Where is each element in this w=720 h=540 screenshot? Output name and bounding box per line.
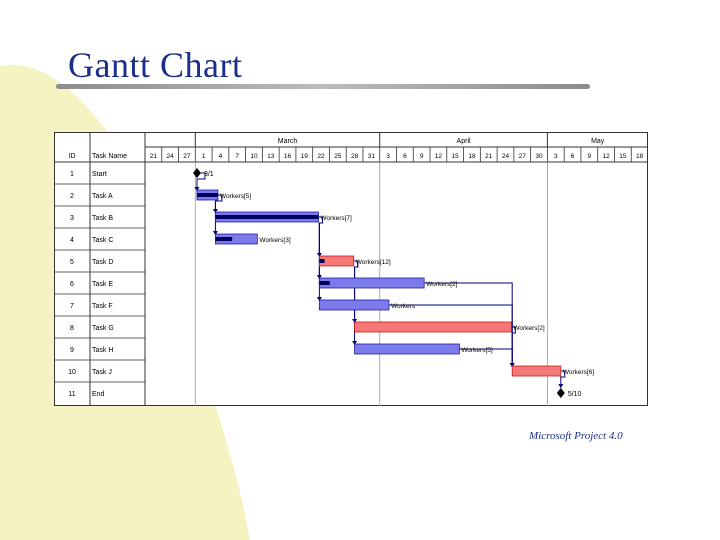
week-label: 16 — [284, 153, 292, 160]
task-bar — [318, 277, 425, 289]
month-label: March — [278, 138, 298, 145]
week-label: 7 — [235, 153, 239, 160]
resource-label: Workers[12] — [356, 259, 391, 266]
software-credit: Microsoft Project 4.0 — [529, 430, 623, 442]
dependency-arrow — [352, 341, 358, 345]
week-label: 12 — [602, 153, 610, 160]
milestone-label: 5/10 — [568, 391, 582, 398]
task-name: Task A — [92, 193, 113, 200]
chart-frame — [54, 132, 648, 406]
dependency-arrow — [558, 384, 564, 388]
dependency-link — [459, 348, 513, 367]
task-progress — [196, 193, 218, 197]
task-id: 11 — [68, 391, 75, 398]
week-label: 6 — [571, 153, 575, 160]
task-id: 9 — [70, 347, 74, 354]
task-bar — [511, 365, 562, 377]
week-label: 27 — [519, 153, 527, 160]
resource-label: Workers[5] — [461, 347, 492, 354]
task-name: Start — [92, 171, 107, 178]
resource-label: Workers[7] — [321, 215, 352, 222]
milestone-marker — [192, 168, 201, 178]
week-label: 31 — [368, 153, 376, 160]
month-label: April — [457, 138, 471, 145]
dependency-link — [353, 260, 359, 345]
week-label: 6 — [403, 153, 407, 160]
resource-label: Workers[2] — [426, 281, 457, 288]
task-name: Task D — [92, 259, 113, 266]
week-label: 24 — [502, 153, 510, 160]
task-id: 3 — [70, 215, 74, 222]
resource-label: Workers[2] — [513, 325, 544, 332]
task-progress — [215, 215, 319, 219]
week-label: 18 — [636, 153, 644, 160]
week-label: 27 — [183, 153, 191, 160]
dependency-link — [318, 216, 324, 301]
week-label: 12 — [435, 153, 443, 160]
week-label: 25 — [334, 153, 342, 160]
task-id: 4 — [70, 237, 74, 244]
milestone-marker — [556, 388, 565, 398]
task-name: Task G — [92, 325, 114, 332]
week-label: 24 — [167, 153, 175, 160]
task-id: 10 — [68, 369, 76, 376]
resource-label: Workers[5] — [220, 193, 251, 200]
id-column-header: ID — [69, 153, 76, 160]
week-label: 22 — [317, 153, 325, 160]
task-id: 8 — [70, 325, 74, 332]
week-label: 3 — [386, 153, 390, 160]
week-label: 10 — [250, 153, 258, 160]
task-name: Task E — [92, 281, 113, 288]
task-progress — [319, 281, 330, 285]
week-label: 9 — [588, 153, 592, 160]
task-progress — [319, 259, 325, 263]
task-name: Task B — [92, 215, 113, 222]
task-name: Task F — [92, 303, 113, 310]
task-name: Task J — [92, 369, 112, 376]
dependency-arrow — [194, 187, 200, 191]
task-name: Task C — [92, 237, 113, 244]
week-label: 9 — [420, 153, 424, 160]
resource-label: Workers[3] — [259, 237, 290, 244]
dependency-link — [196, 172, 206, 191]
task-bar — [354, 321, 512, 333]
week-label: 19 — [301, 153, 309, 160]
week-label: 15 — [619, 153, 627, 160]
resource-label: Workers — [391, 303, 416, 310]
task-id: 2 — [70, 193, 74, 200]
week-label: 1 — [202, 153, 206, 160]
week-label: 21 — [150, 153, 158, 160]
week-label: 30 — [535, 153, 543, 160]
resource-label: Workers[6] — [563, 369, 594, 376]
task-id: 6 — [70, 281, 74, 288]
month-label: May — [591, 138, 605, 145]
week-label: 4 — [219, 153, 223, 160]
dependency-arrow — [212, 231, 218, 235]
milestone-label: 3/1 — [204, 171, 214, 178]
task-name: End — [92, 391, 105, 398]
name-column-header: Task Name — [92, 153, 127, 160]
dependency-link — [560, 370, 566, 388]
task-name: Task H — [92, 347, 113, 354]
dependency-arrow — [316, 297, 322, 301]
week-label: 18 — [468, 153, 476, 160]
week-label: 3 — [554, 153, 558, 160]
dependency-link — [511, 326, 516, 367]
task-id: 5 — [70, 259, 74, 266]
week-label: 15 — [452, 153, 460, 160]
task-bar — [354, 343, 460, 355]
week-label: 21 — [485, 153, 493, 160]
slide-title: Gantt Chart — [68, 45, 243, 85]
task-progress — [215, 237, 233, 241]
task-id: 7 — [70, 303, 74, 310]
task-bar — [318, 299, 390, 311]
week-label: 13 — [267, 153, 275, 160]
week-label: 28 — [351, 153, 359, 160]
task-id: 1 — [70, 171, 74, 178]
title-underline — [56, 84, 590, 89]
dependency-arrow — [509, 363, 515, 367]
